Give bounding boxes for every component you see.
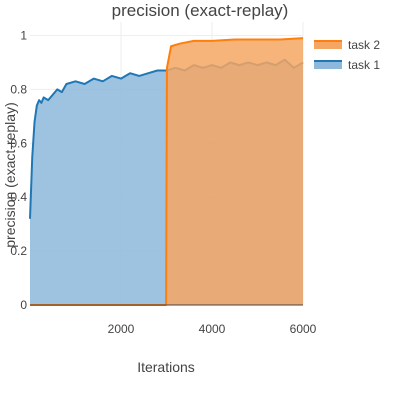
legend: task 2 task 1 [314, 38, 380, 72]
chart-title: precision (exact-replay) [112, 1, 289, 20]
y-tick-label: 0 [20, 298, 27, 312]
y-tick-label: 1 [20, 28, 27, 42]
legend-label-task-2[interactable]: task 2 [348, 38, 380, 52]
task-2-area [30, 38, 303, 306]
x-tick-label: 6000 [290, 322, 317, 336]
series-layer [29, 37, 304, 306]
y-tick-label: 0.6 [10, 136, 27, 150]
x-tick-label: 2000 [108, 322, 135, 336]
y-tick-label: 0.4 [10, 190, 27, 204]
legend-label-task-1[interactable]: task 1 [348, 58, 380, 72]
y-axis-title: precision (exact-replay) [2, 102, 18, 248]
tick-layer: 0 0.2 0.4 0.6 0.8 1 2000 4000 6000 [10, 28, 316, 336]
x-tick-label: 4000 [199, 322, 226, 336]
legend-swatch-task-2[interactable] [314, 41, 342, 49]
y-tick-label: 0.2 [10, 244, 27, 258]
legend-swatch-task-1[interactable] [314, 61, 342, 69]
y-tick-label: 0.8 [10, 82, 27, 96]
x-axis-title: Iterations [137, 359, 195, 375]
